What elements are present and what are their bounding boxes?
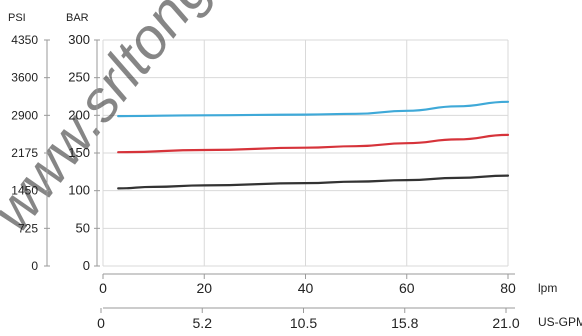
psi-tick-label: 2175 <box>11 146 38 160</box>
psi-tick-label: 725 <box>18 221 38 235</box>
gpm-tick-label: 15.8 <box>391 315 418 331</box>
bar-tick-label: 50 <box>76 220 90 235</box>
bar-tick-label: 200 <box>68 107 90 122</box>
bar-tick-label: 0 <box>83 258 90 273</box>
series-lines <box>117 100 510 190</box>
gpm-tick-label: 0 <box>97 315 105 331</box>
psi-tick-label: 3600 <box>11 71 38 85</box>
lpm-axis-label: lpm <box>538 281 557 295</box>
lpm-tick-label: 0 <box>99 280 107 296</box>
gpm-tick-label: 10.5 <box>290 315 317 331</box>
psi-tick-label: 0 <box>31 259 38 273</box>
lpm-tick-label: 20 <box>196 280 212 296</box>
lpm-tick-label: 80 <box>500 280 516 296</box>
gpm-tick-label: 21.0 <box>492 315 519 331</box>
psi-tick-label: 1450 <box>11 184 38 198</box>
bar-tick-label: 250 <box>68 70 90 85</box>
series-line-1 <box>117 100 510 118</box>
bar-tick-label: 100 <box>68 183 90 198</box>
gpm-axis-label: US-GPM <box>538 315 582 329</box>
lpm-tick-label: 40 <box>298 280 314 296</box>
watermark: www.srltong.co <box>0 0 270 243</box>
psi-tick-label: 4350 <box>11 33 38 47</box>
grid <box>102 39 509 267</box>
psi-tick-label: 2900 <box>11 108 38 122</box>
watermark-text: www.srltong.co <box>0 0 270 243</box>
lpm-tick-label: 60 <box>399 280 415 296</box>
gpm-tick-label: 5.2 <box>193 315 213 331</box>
bar-tick-label: 300 <box>68 32 90 47</box>
series-line-2 <box>117 133 510 154</box>
bar-axis-label: BAR <box>66 12 89 24</box>
bar-tick-label: 150 <box>68 145 90 160</box>
psi-axis-label: PSI <box>8 12 26 24</box>
series-line-3 <box>117 174 510 190</box>
